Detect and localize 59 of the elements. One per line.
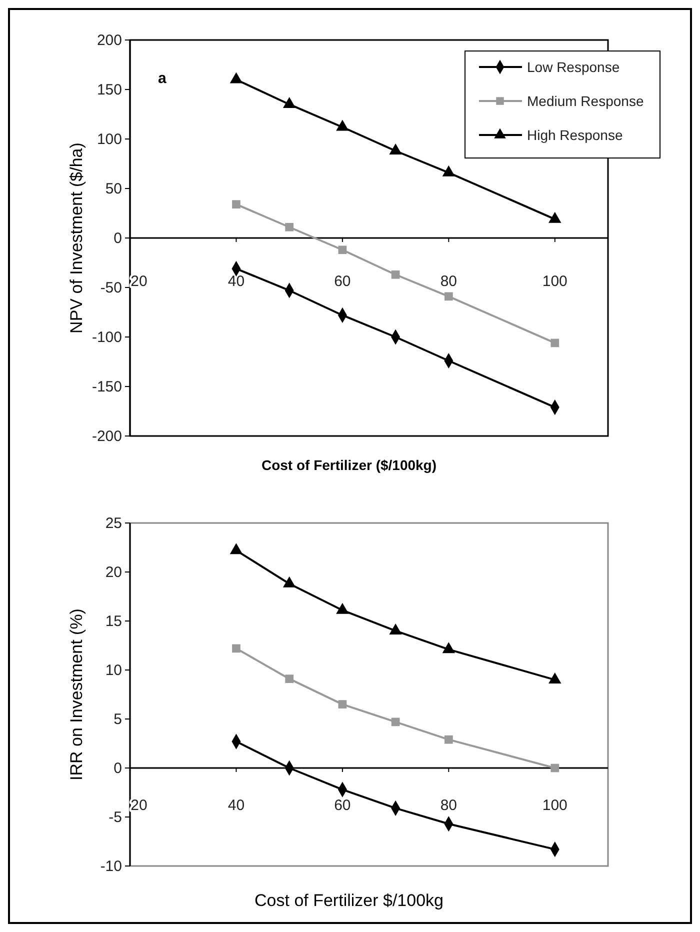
point <box>230 543 243 554</box>
y-tick-label: -150 <box>92 378 122 396</box>
y-tick-label: -5 <box>108 809 122 826</box>
y-tick-label: 150 <box>96 82 122 98</box>
y-tick-label: 50 <box>105 180 122 198</box>
x-tick-label: 40 <box>228 273 245 290</box>
y-tick-label: 25 <box>105 515 122 532</box>
point <box>336 602 349 614</box>
point <box>285 222 294 232</box>
point <box>442 642 456 654</box>
legend-label: High Response <box>527 127 623 143</box>
point <box>336 120 349 131</box>
point <box>282 576 296 588</box>
y-tick-label: 10 <box>105 662 122 679</box>
point <box>338 700 347 708</box>
legend-label: Medium Response <box>527 93 644 109</box>
point <box>550 338 560 348</box>
y-tick-label: -100 <box>92 329 122 346</box>
x-tick-label: 60 <box>334 273 351 290</box>
point <box>230 72 243 84</box>
x-tick-label: 100 <box>542 273 568 290</box>
x-tick-label: 20 <box>130 797 148 814</box>
y-tick-label: -50 <box>100 280 122 296</box>
point <box>548 672 562 684</box>
y-tick-label: -10 <box>100 858 122 875</box>
y-tick-label: 20 <box>105 564 122 581</box>
annotation: a <box>158 70 167 87</box>
x-tick-label: 20 <box>130 273 148 290</box>
point <box>391 270 400 279</box>
point <box>285 674 294 684</box>
x-tick-label: 100 <box>542 797 568 814</box>
point <box>391 718 400 726</box>
point <box>232 200 240 209</box>
y-tick-label: 0 <box>114 230 122 247</box>
x-axis-title: Cost of Fertilizer ($/100kg) <box>261 457 437 473</box>
x-tick-label: 80 <box>440 273 458 290</box>
y-tick-label: 15 <box>105 613 122 630</box>
point <box>232 644 240 653</box>
y-axis-title: NPV of Investment ($/ha) <box>67 142 86 334</box>
y-axis-title: IRR on Investment (%) <box>67 608 86 780</box>
y-tick-label: 200 <box>96 32 122 49</box>
y-tick-label: 0 <box>114 760 122 777</box>
point <box>550 764 560 772</box>
y-tick-label: -200 <box>92 428 122 445</box>
x-axis-title: Cost of Fertilizer $/100kg <box>254 891 444 910</box>
x-tick-label: 60 <box>334 797 351 814</box>
y-tick-label: 100 <box>96 131 122 148</box>
point <box>442 165 456 176</box>
point <box>282 97 296 108</box>
point <box>444 292 453 301</box>
point <box>548 212 562 223</box>
x-tick-label: 40 <box>228 797 245 814</box>
point <box>338 246 347 254</box>
legend-label: Low Response <box>527 59 620 75</box>
point <box>444 735 453 744</box>
y-tick-label: 5 <box>114 711 122 728</box>
point <box>389 144 402 155</box>
point <box>389 623 402 634</box>
x-tick-label: 80 <box>440 797 458 814</box>
